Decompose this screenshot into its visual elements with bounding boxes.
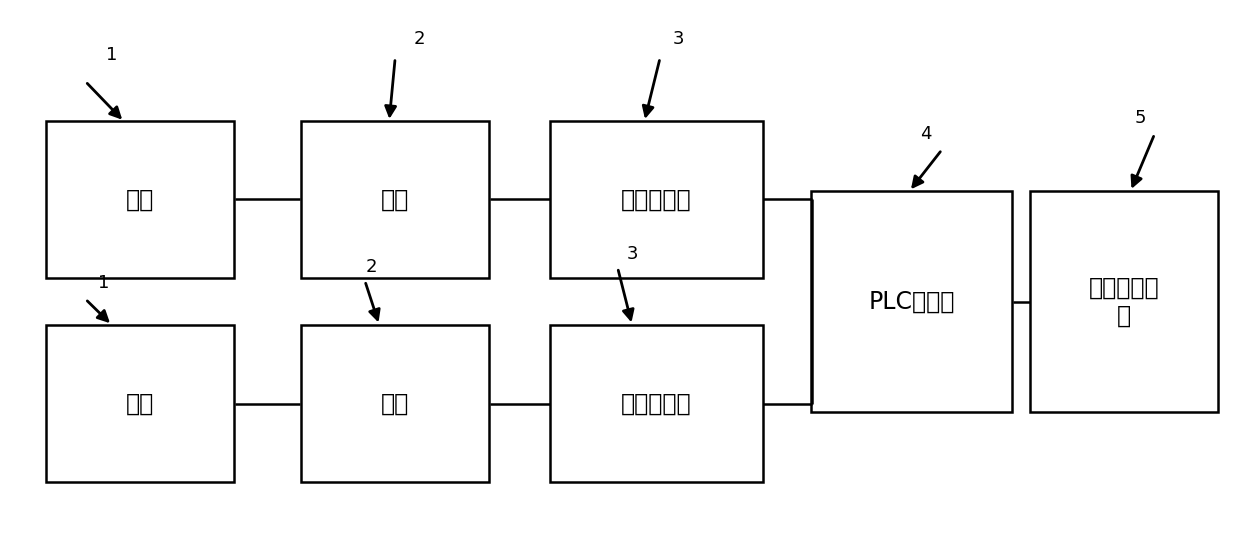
Text: 3: 3 [672, 30, 684, 49]
Text: 压力传感器: 压力传感器 [621, 392, 692, 416]
Text: 压力传感器: 压力传感器 [621, 187, 692, 211]
Text: 批次控制系
统: 批次控制系 统 [1089, 276, 1159, 327]
Bar [301, 121, 490, 278]
Text: 4: 4 [920, 125, 932, 143]
Text: 2: 2 [365, 258, 377, 277]
Text: 卡爪: 卡爪 [126, 187, 154, 211]
Text: PLC控制器: PLC控制器 [868, 289, 955, 314]
Bar [551, 325, 763, 483]
Text: 5: 5 [1135, 109, 1146, 127]
Text: 1: 1 [98, 274, 109, 292]
Text: 气缸: 气缸 [381, 187, 409, 211]
Bar [301, 325, 490, 483]
Text: 3: 3 [626, 246, 637, 263]
Bar [46, 325, 234, 483]
Bar [551, 121, 763, 278]
Bar [1030, 192, 1219, 412]
Text: 气缸: 气缸 [381, 392, 409, 416]
Text: 2: 2 [414, 30, 425, 49]
Bar [811, 192, 1012, 412]
Text: 卡爪: 卡爪 [126, 392, 154, 416]
Bar [46, 121, 234, 278]
Text: 1: 1 [107, 46, 118, 64]
